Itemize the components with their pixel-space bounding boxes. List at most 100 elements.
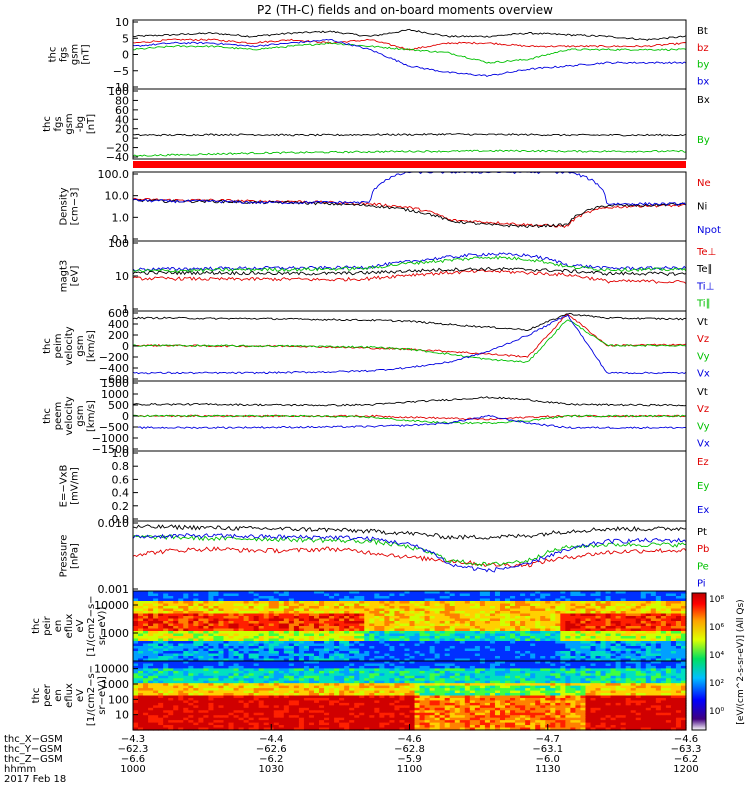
- spectrogram-cell: [399, 651, 406, 655]
- spectrogram-cell: [605, 601, 612, 605]
- spectrogram-cell: [630, 641, 637, 645]
- spectrogram-cell: [223, 643, 230, 647]
- spectrogram-cell: [630, 693, 637, 697]
- spectrogram-cell: [389, 611, 396, 615]
- spectrogram-cell: [645, 693, 652, 697]
- y-tick-label: 60: [115, 104, 129, 117]
- spectrogram-cell: [334, 598, 340, 602]
- spectrogram-cell: [484, 697, 491, 702]
- spectrogram-cell: [479, 643, 486, 647]
- spectrogram-cell: [575, 678, 582, 682]
- spectrogram-cell: [464, 606, 471, 610]
- spectrogram-cell: [188, 648, 194, 652]
- spectrogram-cell: [640, 611, 647, 615]
- spectrogram-cell: [474, 618, 481, 622]
- y-tick-label: −600: [99, 373, 129, 386]
- spectrogram-cell: [283, 591, 290, 595]
- spectrogram-cell: [133, 678, 139, 682]
- spectrogram-cell: [364, 631, 370, 635]
- spectrogram-cell: [278, 690, 285, 694]
- spectrogram-cell: [359, 611, 365, 615]
- spectrogram-cell: [238, 685, 245, 689]
- spectrogram-cell: [484, 668, 491, 672]
- spectrogram-cell: [640, 663, 647, 667]
- spectrogram-cell: [525, 606, 531, 610]
- spectrogram-cell: [665, 606, 672, 610]
- spectrogram-cell: [580, 601, 587, 605]
- spectrogram-cell: [369, 631, 375, 635]
- spectrogram-cell: [349, 673, 355, 677]
- spectrogram-cell: [560, 641, 566, 645]
- spectrogram-cell: [369, 651, 375, 655]
- legend-Vz: Vz: [697, 404, 709, 415]
- spectrogram-cell: [449, 683, 456, 687]
- spectrogram-cell: [203, 633, 210, 637]
- spectrogram-cell: [434, 593, 441, 597]
- spectrogram-cell: [484, 613, 491, 617]
- spectrogram-cell: [203, 636, 210, 640]
- spectrogram-cell: [334, 678, 340, 682]
- spectrogram-cell: [494, 611, 501, 615]
- spectrogram-cell: [218, 675, 225, 679]
- spectrogram-cell: [660, 603, 667, 607]
- spectrogram-cell: [324, 665, 330, 669]
- spectrogram-cell: [419, 623, 426, 627]
- spectrogram-cell: [565, 656, 571, 660]
- spectrogram-cell: [138, 661, 144, 665]
- spectrogram-cell: [484, 646, 491, 650]
- spectrogram-cell: [319, 668, 325, 672]
- spectrogram-cell: [158, 628, 164, 632]
- spectrogram-cell: [520, 663, 526, 667]
- spectrogram-cell: [138, 613, 144, 617]
- spectrogram-cell: [148, 680, 154, 684]
- spectrogram-cell: [298, 675, 305, 679]
- spectrogram-cell: [479, 688, 486, 692]
- spectrogram-cell: [680, 670, 687, 674]
- spectrogram-cell: [394, 628, 401, 632]
- spectrogram-cell: [434, 685, 441, 689]
- spectrogram-cell: [449, 670, 456, 674]
- spectrogram-cell: [499, 695, 506, 699]
- spectrogram-cell: [213, 603, 220, 607]
- spectrogram-cell: [364, 608, 370, 612]
- spectrogram-cell: [148, 641, 154, 645]
- spectrogram-cell: [359, 646, 365, 650]
- spectrogram-cell: [565, 690, 571, 694]
- spectrogram-cell: [148, 693, 154, 697]
- spectrogram-cell: [188, 651, 194, 655]
- spectrogram-cell: [203, 653, 210, 657]
- spectrogram-cell: [555, 633, 561, 637]
- spectrogram-cell: [258, 636, 265, 640]
- spectrogram-cell: [253, 680, 260, 684]
- spectrogram-cell: [389, 685, 396, 689]
- spectrogram-cell: [555, 596, 561, 600]
- spectrogram-cell: [580, 680, 587, 684]
- spectrogram-cell: [243, 653, 250, 657]
- spectrogram-cell: [303, 693, 310, 697]
- spectrogram-cell: [163, 646, 169, 650]
- spectrogram-cell: [545, 631, 551, 635]
- spectrogram-cell: [158, 631, 164, 635]
- spectrogram-cell: [133, 658, 139, 662]
- spectrogram-cell: [449, 593, 456, 597]
- spectrogram-cell: [444, 633, 451, 637]
- spectrogram-cell: [555, 603, 561, 607]
- spectrogram-cell: [545, 613, 551, 617]
- spectrogram-cell: [369, 661, 375, 665]
- spectrogram-cell: [494, 596, 501, 600]
- spectrogram-cell: [273, 651, 280, 655]
- spectrogram-cell: [454, 697, 461, 702]
- spectrogram-cell: [148, 631, 154, 635]
- spectrogram-cell: [459, 695, 466, 699]
- spectrogram-cell: [625, 678, 632, 682]
- spectrogram-cell: [389, 633, 396, 637]
- spectrogram-cell: [153, 626, 159, 630]
- spectrogram-cell: [620, 596, 627, 600]
- spectrogram-cell: [525, 608, 531, 612]
- spectrogram-cell: [208, 633, 215, 637]
- spectrogram-cell: [163, 621, 169, 625]
- spectrogram-cell: [610, 623, 617, 627]
- spectrogram-cell: [218, 663, 225, 667]
- spectrogram-cell: [505, 631, 511, 635]
- spectrogram-cell: [313, 633, 320, 637]
